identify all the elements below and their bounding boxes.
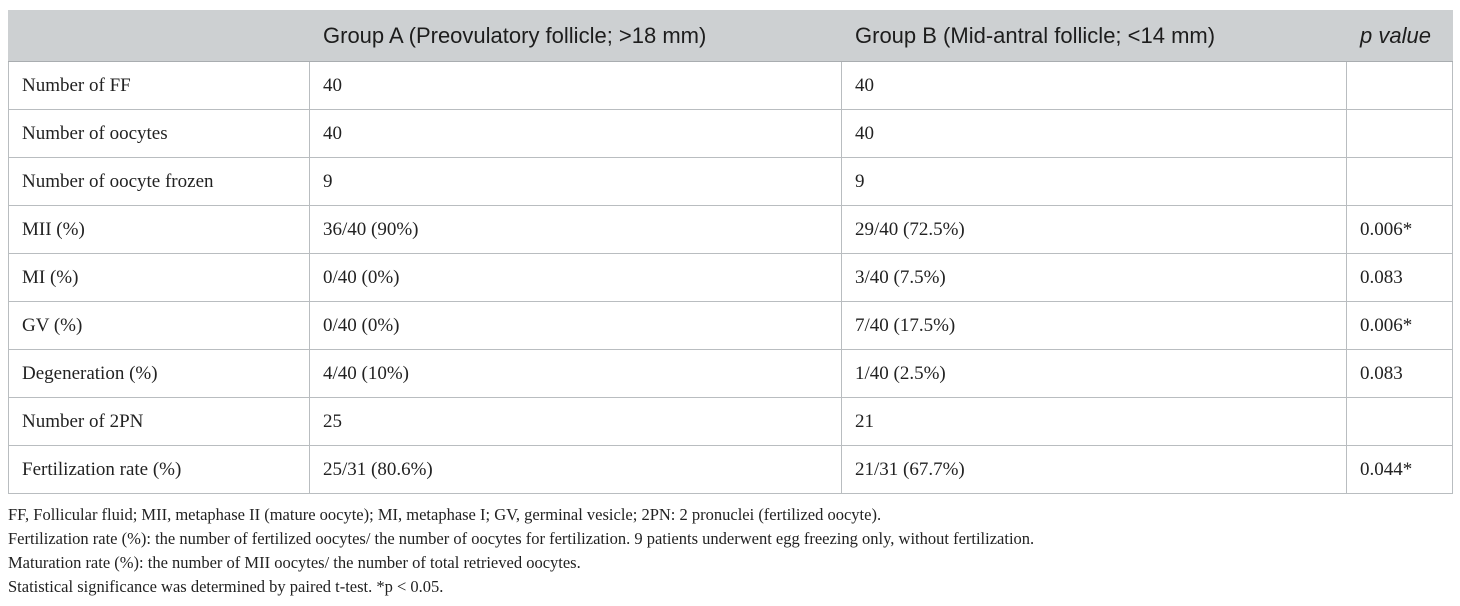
table-row: Number of 2PN 25 21 [8, 397, 1453, 446]
group-a-cell: 0/40 (0%) [309, 253, 842, 302]
p-value-cell: 0.044* [1346, 445, 1453, 494]
p-value-cell [1346, 157, 1453, 206]
group-b-cell: 7/40 (17.5%) [841, 301, 1347, 350]
group-a-cell: 25 [309, 397, 842, 446]
p-value-cell [1346, 397, 1453, 446]
group-b-cell: 3/40 (7.5%) [841, 253, 1347, 302]
row-label-cell: MI (%) [8, 253, 310, 302]
group-b-cell: 40 [841, 109, 1347, 158]
p-value-cell: 0.083 [1346, 253, 1453, 302]
table-row: Degeneration (%) 4/40 (10%) 1/40 (2.5%) … [8, 349, 1453, 398]
results-table-container: Group A (Preovulatory follicle; >18 mm) … [8, 10, 1453, 494]
footnote-abbreviations: FF, Follicular fluid; MII, metaphase II … [8, 505, 882, 524]
table-row: MII (%) 36/40 (90%) 29/40 (72.5%) 0.006* [8, 205, 1453, 254]
header-cell-group-b: Group B (Mid-antral follicle; <14 mm) [841, 10, 1347, 62]
group-a-cell: 9 [309, 157, 842, 206]
row-label-cell: GV (%) [8, 301, 310, 350]
p-value-cell: 0.006* [1346, 301, 1453, 350]
row-label-cell: Degeneration (%) [8, 349, 310, 398]
table-row: Fertilization rate (%) 25/31 (80.6%) 21/… [8, 445, 1453, 494]
group-a-cell: 0/40 (0%) [309, 301, 842, 350]
p-value-cell [1346, 109, 1453, 158]
group-b-cell: 40 [841, 61, 1347, 110]
group-a-cell: 36/40 (90%) [309, 205, 842, 254]
table-row: Number of oocytes 40 40 [8, 109, 1453, 158]
table-body: Number of FF 40 40 Number of oocytes 40 … [8, 61, 1453, 494]
header-row: Group A (Preovulatory follicle; >18 mm) … [8, 10, 1453, 62]
row-label-cell: Number of FF [8, 61, 310, 110]
p-value-cell: 0.083 [1346, 349, 1453, 398]
header-cell-p-value: p value [1346, 10, 1453, 62]
group-b-cell: 1/40 (2.5%) [841, 349, 1347, 398]
group-b-cell: 21 [841, 397, 1347, 446]
group-a-cell: 40 [309, 109, 842, 158]
footnote-maturation-rate: Maturation rate (%): the number of MII o… [8, 553, 581, 572]
table-row: Number of oocyte frozen 9 9 [8, 157, 1453, 206]
row-label-cell: Number of 2PN [8, 397, 310, 446]
group-b-cell: 21/31 (67.7%) [841, 445, 1347, 494]
group-a-cell: 40 [309, 61, 842, 110]
results-table: Group A (Preovulatory follicle; >18 mm) … [8, 10, 1453, 494]
p-value-cell [1346, 61, 1453, 110]
footnote-fertilization-rate: Fertilization rate (%): the number of fe… [8, 529, 1035, 548]
table-header: Group A (Preovulatory follicle; >18 mm) … [8, 10, 1453, 62]
footnote-statistics: Statistical significance was determined … [8, 577, 444, 596]
group-b-cell: 29/40 (72.5%) [841, 205, 1347, 254]
header-cell-group-a: Group A (Preovulatory follicle; >18 mm) [309, 10, 842, 62]
p-value-cell: 0.006* [1346, 205, 1453, 254]
row-label-cell: Number of oocyte frozen [8, 157, 310, 206]
table-row: GV (%) 0/40 (0%) 7/40 (17.5%) 0.006* [8, 301, 1453, 350]
group-b-cell: 9 [841, 157, 1347, 206]
row-label-cell: Fertilization rate (%) [8, 445, 310, 494]
table-row: Number of FF 40 40 [8, 61, 1453, 110]
row-label-cell: Number of oocytes [8, 109, 310, 158]
group-a-cell: 25/31 (80.6%) [309, 445, 842, 494]
row-label-cell: MII (%) [8, 205, 310, 254]
group-a-cell: 4/40 (10%) [309, 349, 842, 398]
table-row: MI (%) 0/40 (0%) 3/40 (7.5%) 0.083 [8, 253, 1453, 302]
header-cell-label [8, 10, 310, 62]
table-footnotes: FF, Follicular fluid; MII, metaphase II … [8, 503, 1034, 599]
